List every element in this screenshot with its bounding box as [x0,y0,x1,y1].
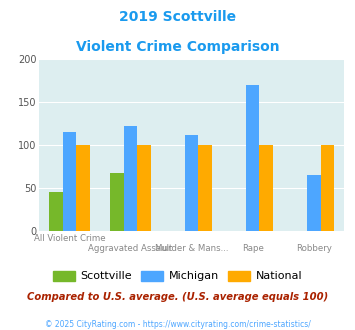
Text: Violent Crime Comparison: Violent Crime Comparison [76,40,279,53]
Bar [307,175,321,231]
Bar [124,126,137,231]
Bar [246,85,260,231]
Bar [76,145,90,231]
Bar [185,135,198,231]
Text: All Violent Crime: All Violent Crime [34,234,105,243]
Bar [137,145,151,231]
Text: Rape: Rape [242,244,264,253]
Text: © 2025 CityRating.com - https://www.cityrating.com/crime-statistics/: © 2025 CityRating.com - https://www.city… [45,320,310,329]
Text: Aggravated Assault: Aggravated Assault [88,244,173,253]
Text: Robbery: Robbery [296,244,332,253]
Text: Compared to U.S. average. (U.S. average equals 100): Compared to U.S. average. (U.S. average … [27,292,328,302]
Bar [260,145,273,231]
Text: Murder & Mans...: Murder & Mans... [155,244,229,253]
Bar [198,145,212,231]
Legend: Scottville, Michigan, National: Scottville, Michigan, National [48,266,307,286]
Bar [49,191,63,231]
Bar [321,145,334,231]
Text: 2019 Scottville: 2019 Scottville [119,10,236,24]
Bar [110,173,124,231]
Bar [63,132,76,231]
